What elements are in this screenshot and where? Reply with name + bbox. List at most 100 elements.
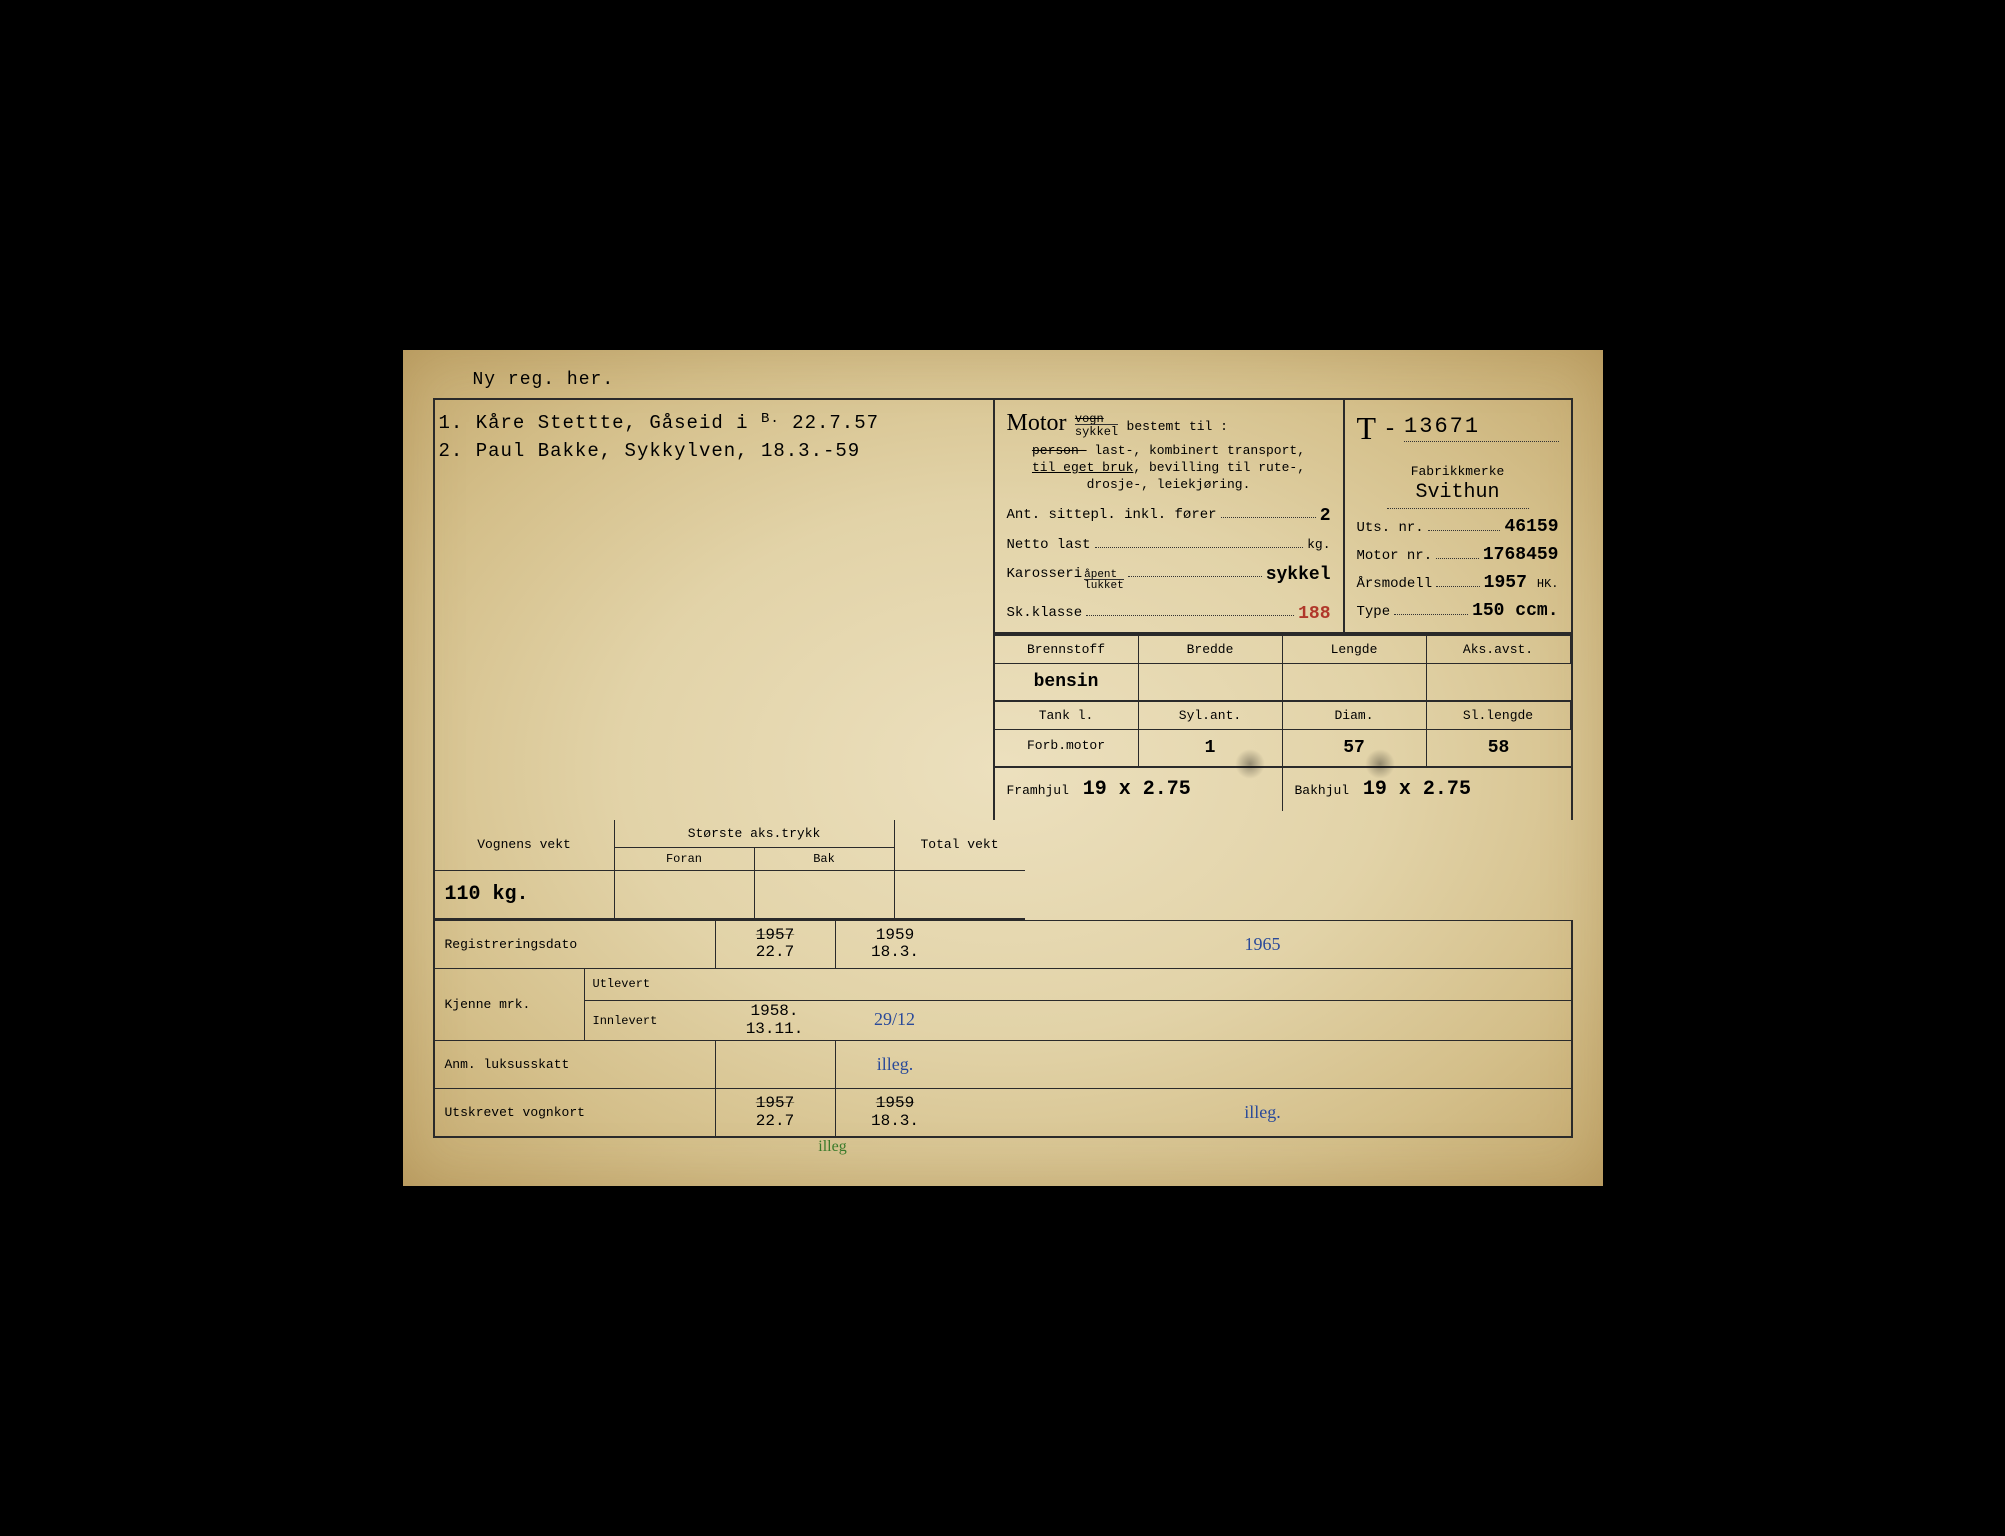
utskrevet-label: Utskrevet vognkort	[435, 1099, 715, 1126]
owner-line-2: 2. Paul Bakke, Sykkylven, 18.3.-59	[445, 440, 983, 462]
seats-label: Ant. sittepl. inkl. fører	[1007, 507, 1217, 523]
ars-label: Årsmodell	[1357, 576, 1433, 592]
anm-label: Anm. luksusskatt	[435, 1051, 715, 1078]
owner-1-date: 22.7.57	[780, 412, 879, 434]
header-note: Ny reg. her.	[473, 370, 1573, 390]
type-label: Type	[1357, 604, 1391, 620]
innlevert-c1-top: 1958.	[750, 1002, 798, 1020]
right-top: Motor vogn sykkel bestemt til : person- …	[995, 400, 1571, 634]
wv-vognens: 110 kg.	[435, 871, 615, 918]
karosseri-row: Karosseri åpent lukket sykkel	[1007, 563, 1331, 592]
regdato-c2: 1959 18.3.	[835, 921, 955, 968]
regdato-label: Registreringsdato	[435, 931, 715, 958]
innlevert-row: Innlevert 1958. 13.11. 29/12	[585, 1001, 1571, 1040]
wh-bak: Bak	[755, 848, 895, 871]
wheels-row: Framhjul 19 x 2.75 Bakhjul 19 x 2.75	[995, 766, 1571, 811]
arsmodell-row: Årsmodell 1957 HK.	[1357, 573, 1559, 593]
front-wheel-val: 19 x 2.75	[1083, 778, 1191, 801]
kjenne-label: Kjenne mrk.	[435, 969, 585, 1040]
utlevert-row: Utlevert	[585, 969, 1571, 1001]
motor-sub-sykkel: sykkel	[1075, 424, 1118, 439]
karosseri-label: Karosseri	[1007, 566, 1083, 582]
fuel-table: Brennstoff Bredde Lengde Aks.avst. bensi…	[995, 634, 1571, 700]
owner-2-text: Paul Bakke, Sykkylven, 18.3.-59	[476, 440, 860, 462]
motornr-val: 1768459	[1483, 545, 1559, 565]
utskrevet-c2-top: 1959	[844, 1095, 947, 1113]
motor-title: Motor	[1007, 410, 1067, 437]
bottom-rows: Registreringsdato 1957 22.7 1959 18.3. 1…	[433, 920, 1573, 1138]
anm-blue: illeg.	[844, 1055, 947, 1075]
h-sllengde: Sl.lengde	[1427, 702, 1571, 729]
motor-desc-underline: til eget bruk	[1032, 460, 1133, 475]
owner-line-1: 1. Kåre Stettte, Gåseid i B. 22.7.57	[445, 412, 983, 434]
innlevert-c2-blue: 29/12	[874, 1009, 915, 1029]
motor-desc-person: person-	[1032, 443, 1087, 458]
right-panel: Motor vogn sykkel bestemt til : person- …	[995, 400, 1571, 820]
utskrevet-c2-bot: 18.3.	[844, 1113, 947, 1131]
netto-row: Netto last kg.	[1007, 534, 1331, 553]
v-sllengde: 58	[1427, 729, 1571, 766]
motor-bestemt: bestemt til :	[1127, 419, 1228, 434]
karosseri-lukket: lukket	[1084, 579, 1124, 592]
wv-bak	[755, 871, 895, 918]
uts-label: Uts. nr.	[1357, 520, 1424, 536]
seats-row: Ant. sittepl. inkl. fører 2	[1007, 504, 1331, 524]
engine-table: Tank l. Syl.ant. Diam. Sl.lengde Forb.mo…	[995, 700, 1571, 766]
fabrikk-val: Svithun	[1387, 481, 1529, 509]
h-bredde: Bredde	[1139, 636, 1283, 663]
karosseri-sub: åpent lukket	[1084, 570, 1124, 592]
wv-total	[895, 871, 1025, 918]
motor-desc-l1: last-, kombinert transport,	[1087, 443, 1305, 458]
regdato-c2-bot: 18.3.	[844, 944, 947, 962]
regdato-c1-bot: 22.7	[724, 944, 827, 962]
utskrevet-blue: illeg.	[963, 1103, 1563, 1123]
wh-storste: Største aks.trykk	[615, 820, 895, 848]
registration-card: Ny reg. her. 1. Kåre Stettte, Gåseid i B…	[403, 350, 1603, 1186]
green-sig-text: illeg	[818, 1138, 846, 1155]
reg-box: T - 13671 Fabrikkmerke Svithun Uts. nr. …	[1345, 400, 1571, 634]
utskrevet-c1-top: 1957	[724, 1095, 827, 1113]
motor-sub: vogn sykkel	[1075, 413, 1118, 439]
motornr-row: Motor nr. 1768459	[1357, 545, 1559, 565]
regdato-c3: 1965	[955, 921, 1571, 968]
h-diam: Diam.	[1283, 702, 1427, 729]
utskrevet-c1: 1957 22.7	[715, 1089, 835, 1136]
front-wheel-label: Framhjul	[1007, 783, 1069, 798]
netto-label: Netto last	[1007, 537, 1091, 553]
innlevert-c1: 1958. 13.11.	[715, 1001, 835, 1040]
anm-c2: illeg.	[835, 1041, 955, 1088]
mid-tables: Brennstoff Bredde Lengde Aks.avst. bensi…	[995, 634, 1571, 811]
motor-desc-l2: , bevilling til rute-,	[1133, 460, 1305, 475]
h-brennstoff: Brennstoff	[995, 636, 1139, 663]
hk-label: HK.	[1537, 577, 1559, 591]
v-aksavst	[1427, 663, 1571, 700]
wh-foran: Foran	[615, 848, 755, 871]
utskrevet-row: Utskrevet vognkort 1957 22.7 1959 18.3. …	[435, 1088, 1571, 1136]
regdato-c2-top: 1959	[844, 927, 947, 945]
reg-prefix: T	[1357, 410, 1377, 447]
regdato-row: Registreringsdato 1957 22.7 1959 18.3. 1…	[435, 920, 1571, 968]
reg-number: 13671	[1404, 414, 1558, 442]
innlevert-c1-bot: 13.11.	[746, 1020, 804, 1038]
reg-number-row: T - 13671	[1357, 410, 1559, 456]
v-diam: 57	[1283, 729, 1427, 766]
utskrevet-c3: illeg.	[955, 1089, 1571, 1136]
v-brennstoff: bensin	[995, 663, 1139, 700]
type-val: 150 ccm.	[1472, 601, 1558, 621]
wh-total: Total vekt	[895, 820, 1025, 871]
seats-val: 2	[1320, 506, 1331, 526]
h-tank: Tank l.	[995, 702, 1139, 729]
anm-row: Anm. luksusskatt illeg.	[435, 1040, 1571, 1088]
motornr-label: Motor nr.	[1357, 548, 1433, 564]
regdato-c1-top: 1957	[724, 927, 827, 945]
karosseri-val: sykkel	[1266, 565, 1331, 585]
v-lengde	[1283, 663, 1427, 700]
h-lengde: Lengde	[1283, 636, 1427, 663]
regdato-c1: 1957 22.7	[715, 921, 835, 968]
uts-row: Uts. nr. 46159	[1357, 517, 1559, 537]
wv-foran	[615, 871, 755, 918]
h-forbmotor: Forb.motor	[995, 729, 1139, 766]
skklasse-val: 188	[1298, 604, 1330, 624]
weights-table: Vognens vekt Største aks.trykk Total vek…	[433, 820, 1025, 920]
uts-val: 46159	[1504, 517, 1558, 537]
